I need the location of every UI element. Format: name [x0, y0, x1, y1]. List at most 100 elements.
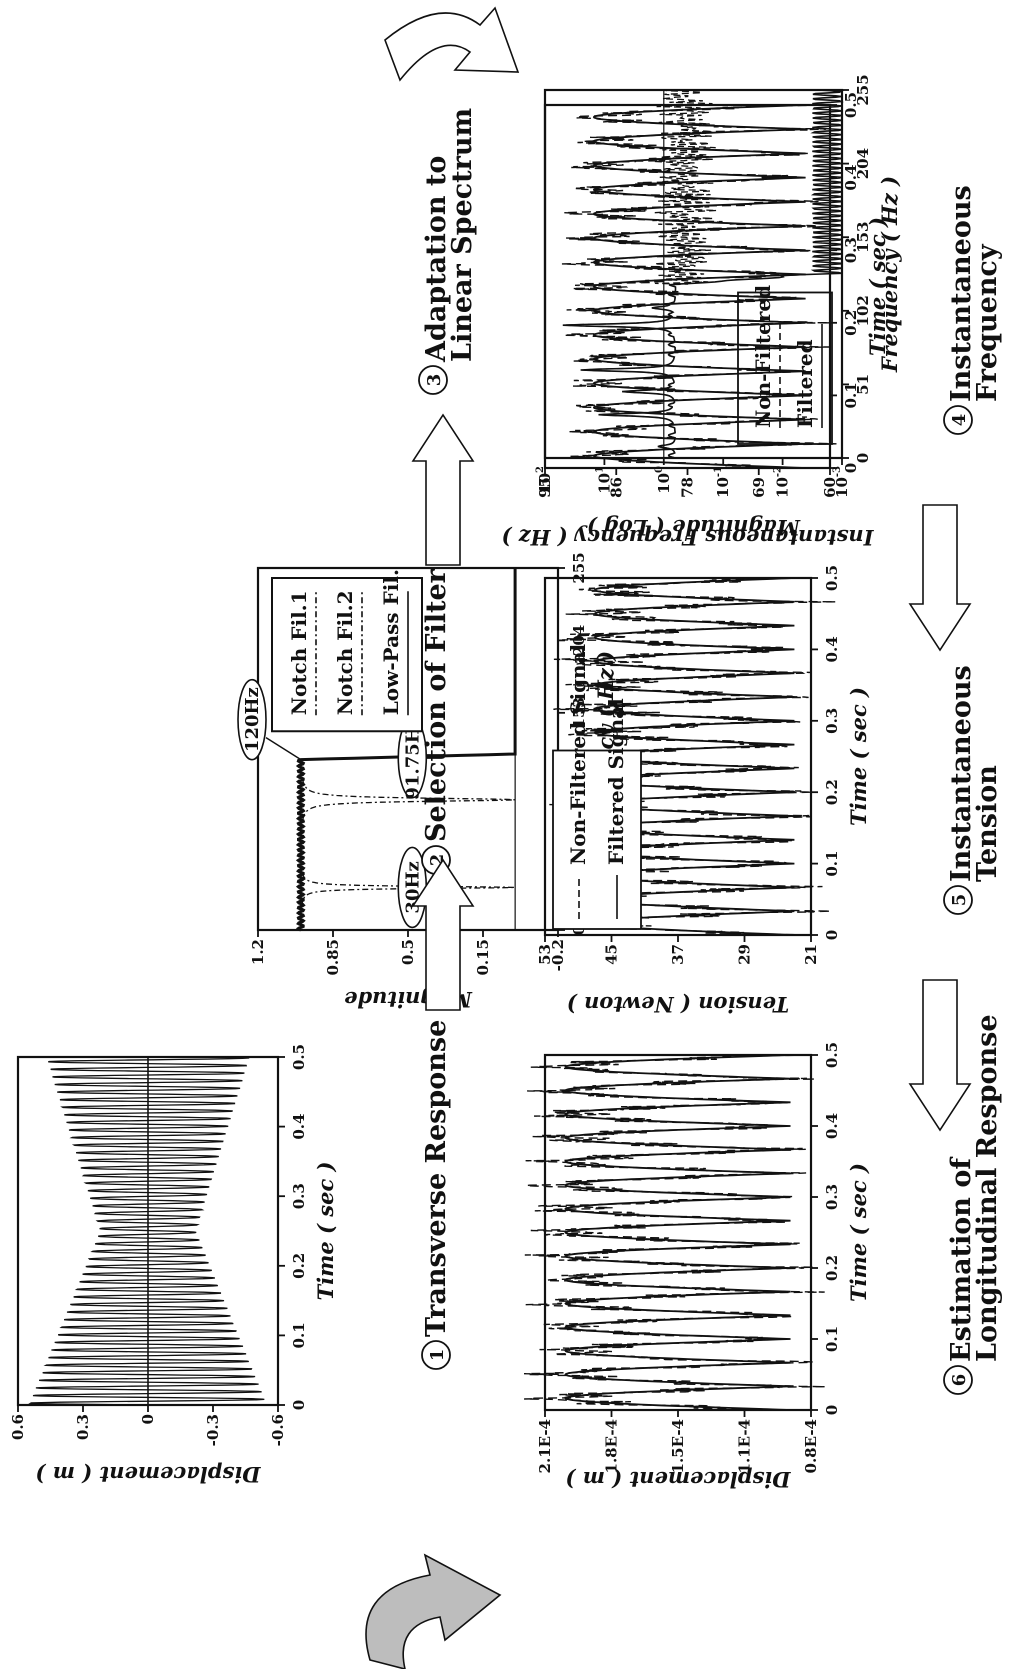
plot-frame [543, 1053, 813, 1412]
y-tick-label: 0.6 [9, 1414, 27, 1440]
y-tick-label: 0.85 [324, 939, 342, 976]
series-line [564, 1054, 791, 1411]
x-tick-label: 255 [854, 74, 872, 105]
y-tick-label: -0.6 [269, 1414, 287, 1446]
step-text: Tension [972, 765, 1003, 882]
x-axis-title: Time ( sec ) [313, 1162, 338, 1301]
x-tick-label: 0.4 [290, 1114, 308, 1140]
step-label-1: 1 Transverse Response [421, 1020, 452, 1370]
x-tick-label: 0.1 [290, 1322, 308, 1348]
y-tick-label: 45 [603, 944, 621, 965]
step-number: 3 [424, 374, 445, 387]
y-tick-label: 86 [607, 477, 625, 498]
step-number: 1 [427, 1349, 448, 1362]
series-line [523, 1054, 826, 1411]
x-tick-label: 0.4 [823, 1113, 841, 1139]
x-tick-label: 204 [854, 148, 872, 179]
annotation-oval [237, 678, 267, 761]
series-line [28, 1056, 265, 1406]
step-number-circle [418, 365, 448, 395]
y-tick-label: 95 [536, 477, 554, 498]
x-tick-label: 0 [854, 453, 872, 463]
y-tick-label: 10-3 [832, 466, 851, 498]
series-line [592, 104, 806, 469]
step-number: 4 [949, 414, 970, 427]
y-tick-label: 0.5 [399, 939, 417, 965]
x-tick-label: 0 [842, 463, 860, 473]
legend-entry: Notch Fil.1 [287, 590, 311, 715]
y-tick-label: 0.15 [474, 939, 492, 976]
arrow-step-3-to-4 [384, 6, 520, 82]
y-tick-label: 1.1E-4 [736, 1419, 754, 1473]
x-tick-label: 102 [854, 295, 872, 326]
y-tick-label: 60 [821, 477, 839, 498]
x-tick-label: 51 [854, 374, 872, 395]
y-tick-label: 1.5E-4 [669, 1419, 687, 1473]
x-axis-title: Time ( sec ) [865, 217, 890, 356]
y-tick-label: 53 [536, 944, 554, 965]
x-tick-label: 255 [570, 552, 588, 583]
y-axis-title: Tension ( Newton ) [567, 992, 789, 1017]
y-tick-label: -0.3 [204, 1414, 222, 1446]
x-tick-label: 0.1 [823, 1326, 841, 1352]
chart-panel-p3: 0 51 102 153 204 255 102 101 100 10-1 10-2 10-3 Freq… [535, 74, 902, 540]
step-text: Adaptation to [421, 156, 452, 363]
x-tick-label: 0.4 [823, 636, 841, 662]
step-text: Frequency [972, 243, 1003, 402]
series-line [301, 867, 516, 908]
x-tick-label: 0.5 [290, 1044, 308, 1070]
y-tick-label: 0.3 [74, 1414, 92, 1440]
x-tick-label: 0.5 [823, 1042, 841, 1068]
step-text: Linear Spectrum [447, 108, 478, 362]
y-tick-label: 10-2 [773, 466, 792, 498]
x-tick-label: 0.2 [842, 310, 860, 336]
y-tick-label: -0.2 [549, 939, 567, 971]
x-axis-title: Time ( sec ) [846, 687, 871, 826]
step-text: Estimation of [946, 1156, 977, 1362]
x-tick-label: 0.3 [290, 1183, 308, 1209]
annotation-leader [265, 737, 302, 761]
x-tick-label: 0 [823, 930, 841, 940]
legend-entry: Non-Filtered [751, 285, 775, 428]
x-tick-label: 0.2 [290, 1253, 308, 1279]
y-tick-label: 0 [139, 1414, 157, 1424]
legend-box [271, 577, 423, 733]
chart-panel-p5: 0 0.1 0.2 0.3 0.4 0.5 53 45 37 29 21 Time ( sec ) Te… [536, 565, 871, 1017]
arrow-step-6-to-1 [365, 1553, 502, 1669]
step-number: 6 [949, 1374, 970, 1387]
arrow-step-1-to-2 [411, 858, 475, 1011]
y-tick-label: 1.8E-4 [603, 1419, 621, 1473]
x-tick-label: 0 [570, 925, 588, 935]
step-number-circle [943, 885, 973, 915]
x-tick-label: 0.5 [823, 565, 841, 591]
y-tick-label: 21 [802, 944, 820, 965]
x-tick-label: 0.1 [823, 851, 841, 877]
series-line [562, 89, 844, 459]
y-tick-label: 29 [736, 944, 754, 965]
step-text: Transverse Response [421, 1020, 452, 1337]
annotation-label: 91.75Hz [402, 716, 423, 800]
x-axis-title: Frequency ( Hz ) [877, 176, 902, 373]
x-tick-label: 0.3 [823, 708, 841, 734]
y-tick-label: 78 [679, 477, 697, 498]
arrow-step-2-to-3 [411, 413, 475, 566]
x-tick-label: 153 [854, 222, 872, 253]
arrow-step-5-to-6 [908, 979, 972, 1132]
legend-entry: Filtered Signal [604, 698, 628, 865]
y-tick-label: 0.8E-4 [802, 1419, 820, 1473]
step-text: Longitudinal Response [972, 1015, 1003, 1363]
legend-box [552, 749, 642, 930]
y-tick-label: 10-1 [713, 466, 732, 498]
x-tick-label: 0 [290, 1400, 308, 1410]
y-tick-label: 102 [535, 466, 554, 494]
step-number: 5 [949, 894, 970, 907]
y-axis-title: Displacement ( m ) [35, 1462, 261, 1487]
x-tick-label: 0.5 [842, 92, 860, 118]
x-tick-label: 0 [823, 1405, 841, 1415]
y-tick-label: 37 [669, 944, 687, 965]
annotation-label: 120Hz [242, 687, 263, 752]
